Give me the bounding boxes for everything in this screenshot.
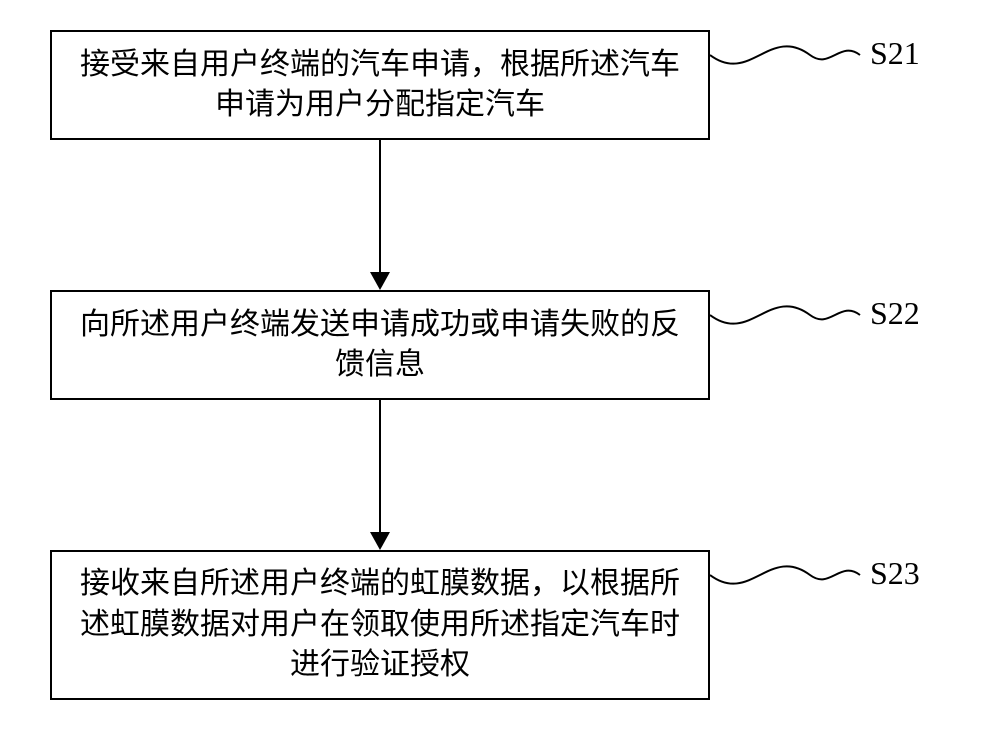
flow-box-1: 接受来自用户终端的汽车申请，根据所述汽车申请为用户分配指定汽车 [50,30,710,140]
label-s23: S23 [870,555,920,592]
arrow-1-head [370,272,390,290]
label-s21: S21 [870,35,920,72]
curve-s22 [710,290,870,350]
curve-s21 [710,30,870,90]
curve-s23 [710,550,870,610]
arrow-2-line [379,400,381,532]
flow-box-1-text: 接受来自用户终端的汽车申请，根据所述汽车申请为用户分配指定汽车 [72,45,688,126]
flow-box-3-text: 接收来自所述用户终端的虹膜数据，以根据所述虹膜数据对用户在领取使用所述指定汽车时… [72,564,688,686]
label-s22: S22 [870,295,920,332]
flow-box-3: 接收来自所述用户终端的虹膜数据，以根据所述虹膜数据对用户在领取使用所述指定汽车时… [50,550,710,700]
flow-box-2: 向所述用户终端发送申请成功或申请失败的反馈信息 [50,290,710,400]
flow-box-2-text: 向所述用户终端发送申请成功或申请失败的反馈信息 [72,305,688,386]
arrow-2-head [370,532,390,550]
arrow-1-line [379,140,381,272]
